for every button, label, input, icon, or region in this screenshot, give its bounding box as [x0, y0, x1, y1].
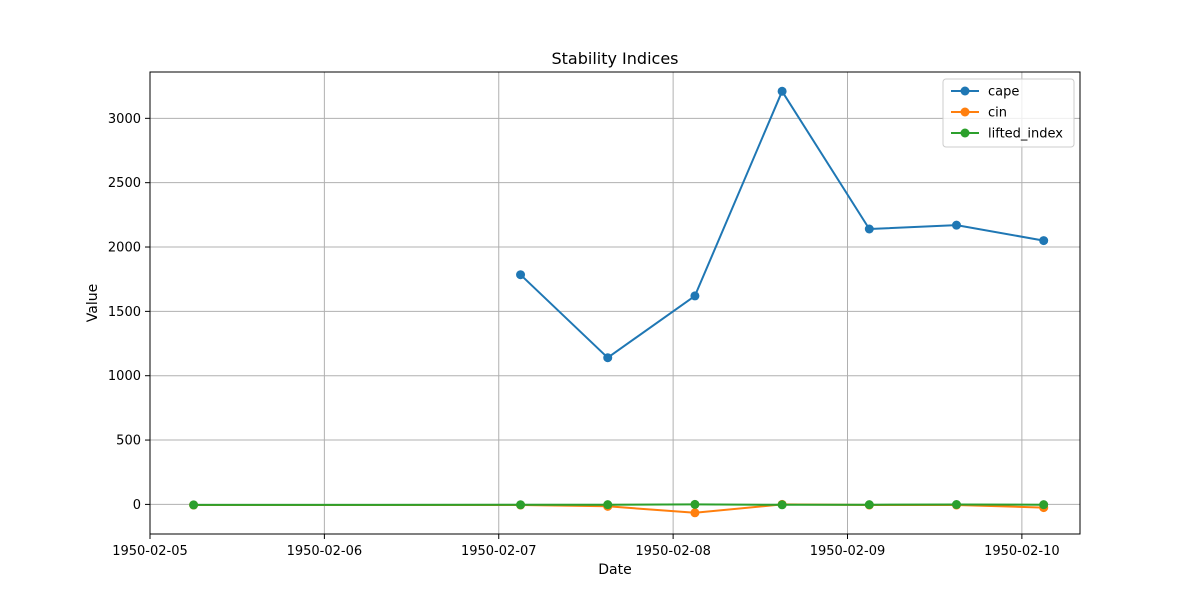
- series-layer: [189, 86, 1049, 518]
- legend-item-cin: cin: [951, 106, 1007, 121]
- legend-swatch-marker: [960, 86, 970, 96]
- chart-title: Stability Indices: [552, 49, 679, 68]
- y-axis-label: Value: [85, 284, 101, 322]
- data-point-lifted_index: [603, 500, 613, 510]
- y-tick-label: 1500: [108, 305, 141, 320]
- series-cin: [189, 499, 1049, 518]
- x-tick-label: 1950-02-09: [810, 544, 886, 559]
- legend-label: lifted_index: [988, 127, 1063, 142]
- axis-ticks: 1950-02-05 1950-02-06 1950-02-07 1950-02-08…: [108, 112, 1060, 559]
- grid: [149, 72, 1080, 534]
- data-point-lifted_index: [1039, 500, 1049, 510]
- data-point-cape: [951, 220, 961, 230]
- data-point-cape: [864, 224, 874, 234]
- series-lifted_index: [189, 499, 1049, 510]
- x-tick-label: 1950-02-08: [635, 544, 711, 559]
- legend: cape cin lifted_index: [942, 78, 1075, 148]
- x-tick-label: 1950-02-06: [287, 544, 363, 559]
- y-tick-label: 2500: [108, 176, 141, 191]
- plot-frame: [149, 71, 1081, 535]
- data-point-lifted_index: [951, 500, 961, 510]
- data-point-lifted_index: [189, 500, 199, 510]
- y-tick-label: 1000: [108, 369, 141, 384]
- legend-label: cape: [988, 85, 1019, 100]
- data-point-cape: [777, 86, 787, 96]
- legend-swatch-marker: [960, 107, 970, 117]
- data-point-cape: [1039, 236, 1049, 246]
- data-point-lifted_index: [516, 500, 526, 510]
- data-point-lifted_index: [777, 500, 787, 510]
- series-cape: [516, 86, 1049, 363]
- legend-box: [942, 78, 1075, 148]
- y-tick-label: 500: [116, 434, 141, 449]
- data-point-lifted_index: [690, 499, 700, 509]
- data-point-cape: [603, 353, 613, 363]
- y-tick-label: 2000: [108, 241, 141, 256]
- x-tick-label: 1950-02-07: [461, 544, 537, 559]
- y-tick-label: 3000: [108, 112, 141, 127]
- legend-label: cin: [988, 106, 1007, 121]
- legend-item-cape: cape: [951, 85, 1019, 100]
- x-axis-label: Date: [598, 562, 631, 578]
- data-point-cape: [690, 291, 700, 301]
- data-point-cape: [516, 270, 526, 280]
- legend-item-lifted_index: lifted_index: [951, 127, 1063, 142]
- x-tick-label: 1950-02-05: [112, 544, 188, 559]
- series-line-lifted_index: [193, 503, 1044, 506]
- data-point-lifted_index: [864, 500, 874, 510]
- y-tick-label: 0: [133, 498, 141, 513]
- data-point-cin: [690, 508, 700, 518]
- legend-swatch-marker: [960, 128, 970, 138]
- x-tick-label: 1950-02-10: [984, 544, 1060, 559]
